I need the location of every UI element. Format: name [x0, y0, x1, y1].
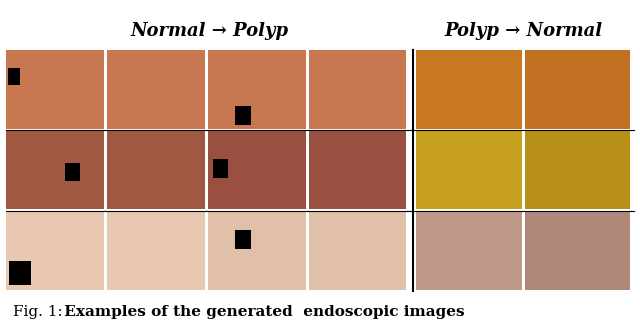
Bar — [236, 230, 251, 249]
Text: Polyp → Normal: Polyp → Normal — [444, 22, 602, 40]
Bar — [108, 211, 205, 290]
Bar — [416, 211, 522, 290]
Bar — [208, 130, 306, 209]
Bar — [416, 50, 522, 128]
Bar — [525, 211, 630, 290]
Bar — [525, 130, 630, 209]
Bar — [213, 159, 228, 177]
Bar — [309, 50, 406, 128]
Text: Normal → Polyp: Normal → Polyp — [131, 22, 289, 40]
Bar — [416, 130, 522, 209]
Bar — [8, 68, 20, 85]
Bar — [309, 211, 406, 290]
Bar — [208, 50, 306, 128]
Bar — [65, 163, 79, 181]
Bar — [525, 50, 630, 128]
Bar — [6, 130, 104, 209]
Text: Fig. 1:: Fig. 1: — [13, 305, 63, 318]
Bar — [10, 261, 31, 285]
Bar — [108, 130, 205, 209]
Bar — [6, 211, 104, 290]
Text: Examples of the generated  endoscopic images: Examples of the generated endoscopic ima… — [59, 305, 465, 318]
Bar — [309, 130, 406, 209]
Bar — [6, 50, 104, 128]
Bar — [108, 50, 205, 128]
Bar — [208, 211, 306, 290]
Bar — [236, 107, 251, 125]
